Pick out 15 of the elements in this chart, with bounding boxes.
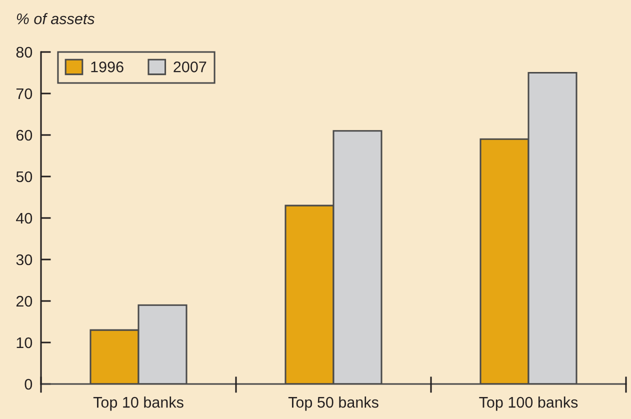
y-tick-label: 80 [16, 46, 32, 58]
legend-label: 1996 [91, 62, 124, 72]
y-tick-label: 10 [16, 337, 32, 348]
y-tick-label: 30 [16, 254, 32, 266]
y-tick-label: 0 [24, 378, 32, 390]
y-tick-label: 60 [16, 130, 32, 141]
legend-label: 2007 [174, 62, 206, 72]
x-tick-label: Top 100 banks [479, 396, 578, 411]
y-tick-label: 40 [16, 212, 32, 224]
y-tick-label: 70 [16, 88, 32, 100]
y-tick-label: 20 [16, 296, 32, 307]
y-tick-label: 50 [16, 171, 32, 182]
y-axis-title: % of assets [16, 13, 94, 24]
x-tick-label: Top 10 banks [93, 396, 184, 411]
x-tick-label: Top 50 banks [288, 396, 378, 411]
